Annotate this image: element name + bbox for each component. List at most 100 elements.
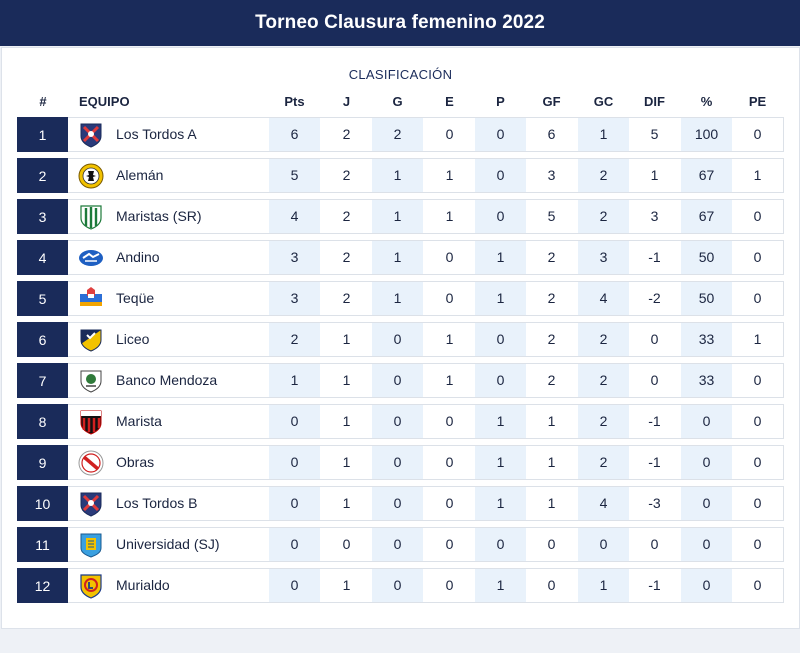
cell-e: 1 [445,331,454,347]
cell-pts: 0 [269,487,320,520]
teque-crest-icon [78,286,104,312]
table-row[interactable]: 7 Banco Mendoza 1 1 0 1 0 2 2 0 33 0 [17,363,784,398]
murialdo-crest-icon [78,573,104,599]
cell-e: 0 [445,413,454,429]
aleman-crest-icon [78,163,104,189]
cell-j: 1 [342,331,351,347]
table-row[interactable]: 8 Marista 0 1 0 0 1 1 2 -1 0 0 [17,404,784,439]
team-name[interactable]: Universidad (SJ) [116,536,220,552]
maristas-sr-crest-icon [78,204,104,230]
cell-p: 0 [475,118,526,151]
cell-pts: 3 [269,282,320,315]
cell-gf: 1 [547,454,556,470]
cell-p: 0 [475,323,526,356]
cell-pts: 6 [269,118,320,151]
cell-dif: 0 [650,536,659,552]
banco-mendoza-crest-icon [78,368,104,394]
cell-e: 1 [445,167,454,183]
team-name[interactable]: Marista [116,413,162,429]
cell-pe: 0 [753,413,762,429]
cell-pct: 0 [681,528,732,561]
cell-gc: 4 [578,487,629,520]
cell-pe: 0 [753,290,762,306]
table-row[interactable]: 11 Universidad (SJ) 0 0 0 0 0 0 0 0 0 0 [17,527,784,562]
table-row[interactable]: 6 Liceo 2 1 0 1 0 2 2 0 33 1 [17,322,784,357]
col-p: P [496,94,505,109]
team-name[interactable]: Banco Mendoza [116,372,218,388]
table-row[interactable]: 4 Andino 3 2 1 0 1 2 3 -1 50 0 [17,240,784,275]
col-j: J [342,94,351,109]
cell-e: 0 [445,290,454,306]
cell-gc: 2 [578,364,629,397]
cell-gf: 2 [547,331,556,347]
cell-dif: -3 [648,495,661,511]
table-row[interactable]: 9 Obras 0 1 0 0 1 1 2 -1 0 0 [17,445,784,480]
col-team: EQUIPO [79,94,130,109]
cell-dif: -2 [648,290,661,306]
cell-g: 2 [372,118,423,151]
cell-gc: 4 [578,282,629,315]
position-cell: 2 [17,158,68,193]
position-cell: 11 [17,527,68,562]
position-cell: 3 [17,199,68,234]
table-row[interactable]: 1 Los Tordos A 6 2 2 0 0 6 1 5 100 0 [17,117,784,152]
position-cell: 1 [17,117,68,152]
team-name[interactable]: Liceo [116,331,150,347]
table-row[interactable]: 5 Teqüe 3 2 1 0 1 2 4 -2 50 0 [17,281,784,316]
cell-j: 2 [342,208,351,224]
cell-pe: 0 [753,126,762,142]
position-cell: 10 [17,486,68,521]
team-name[interactable]: Alemán [116,167,164,183]
team-name[interactable]: Andino [116,249,160,265]
cell-g: 0 [372,528,423,561]
cell-pts: 4 [269,200,320,233]
team-name[interactable]: Obras [116,454,155,470]
cell-g: 0 [372,364,423,397]
table-header: # EQUIPO Pts J G E P GF GC DIF % PE [2,94,799,110]
cell-gf: 6 [547,126,556,142]
cell-pe: 0 [753,495,762,511]
team-name[interactable]: Teqüe [116,290,155,306]
table-row[interactable]: 12 Murialdo 0 1 0 0 1 0 1 -1 0 0 [17,568,784,603]
cell-dif: 5 [650,126,659,142]
team-name[interactable]: Los Tordos B [116,495,198,511]
cell-p: 0 [475,200,526,233]
cell-pts: 2 [269,323,320,356]
los-tordos-crest-icon [78,122,104,148]
cell-p: 1 [475,282,526,315]
cell-g: 1 [372,241,423,274]
cell-pts: 0 [269,405,320,438]
col-pct: % [700,94,713,109]
andino-crest-icon [78,245,104,271]
cell-gf: 5 [547,208,556,224]
table-row[interactable]: 3 Maristas (SR) 4 2 1 1 0 5 2 3 67 0 [17,199,784,234]
table-row[interactable]: 2 Alemán 5 2 1 1 0 3 2 1 67 1 [17,158,784,193]
cell-pct: 33 [681,364,732,397]
cell-j: 2 [342,249,351,265]
cell-p: 1 [475,487,526,520]
cell-p: 1 [475,569,526,602]
position-cell: 6 [17,322,68,357]
cell-gf: 2 [547,372,556,388]
team-name[interactable]: Maristas (SR) [116,208,202,224]
page-header: Torneo Clausura femenino 2022 [0,0,800,46]
col-dif: DIF [644,94,665,109]
cell-j: 1 [342,454,351,470]
marista-crest-icon [78,409,104,435]
cell-pts: 0 [269,528,320,561]
cell-e: 0 [445,495,454,511]
col-pe: PE [748,94,767,109]
cell-dif: 3 [650,208,659,224]
cell-gc: 2 [578,200,629,233]
cell-gc: 1 [578,569,629,602]
position-cell: 9 [17,445,68,480]
col-position: # [39,94,47,109]
position-cell: 12 [17,568,68,603]
team-name[interactable]: Los Tordos A [116,126,197,142]
team-name[interactable]: Murialdo [116,577,170,593]
cell-g: 0 [372,405,423,438]
table-row[interactable]: 10 Los Tordos B 0 1 0 0 1 1 4 -3 0 0 [17,486,784,521]
cell-p: 1 [475,241,526,274]
cell-gf: 0 [547,536,556,552]
cell-p: 0 [475,159,526,192]
